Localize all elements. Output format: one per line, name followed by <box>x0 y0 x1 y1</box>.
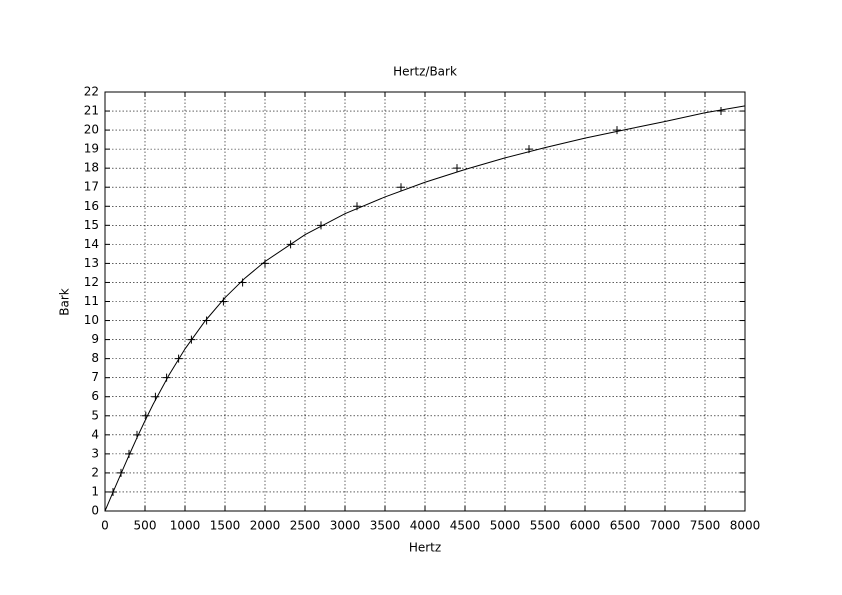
chart-title: Hertz/Bark <box>393 65 457 79</box>
point-marker <box>202 316 211 325</box>
point-marker <box>109 487 117 496</box>
x-tick-label: 8000 <box>730 519 761 533</box>
x-tick-label: 7000 <box>650 519 681 533</box>
x-tick-label: 2500 <box>290 519 321 533</box>
y-tick-label: 12 <box>84 275 99 289</box>
point-marker <box>117 468 125 477</box>
point-marker <box>261 259 269 268</box>
point-marker <box>613 126 621 135</box>
x-tick-label: 1000 <box>170 519 201 533</box>
point-marker <box>174 354 183 363</box>
y-tick-label: 22 <box>84 85 99 99</box>
y-tick-label: 19 <box>84 142 99 156</box>
y-tick-label: 20 <box>84 123 99 137</box>
point-marker <box>141 411 150 420</box>
x-tick-label: 5000 <box>490 519 521 533</box>
y-tick-label: 1 <box>91 484 99 498</box>
y-tick-label: 5 <box>91 408 99 422</box>
point-marker <box>162 373 171 382</box>
point-marker <box>151 392 160 401</box>
y-tick-label: 17 <box>84 180 99 194</box>
y-axis-label: Bark <box>58 288 72 316</box>
y-tick-label: 9 <box>91 332 99 346</box>
x-axis-label: Hertz <box>409 541 441 555</box>
y-tick-label: 7 <box>91 370 99 384</box>
x-tick-label: 3000 <box>330 519 361 533</box>
point-marker <box>717 107 725 116</box>
y-tick-label: 13 <box>84 256 99 270</box>
x-tick-label: 3500 <box>370 519 401 533</box>
y-tick-label: 3 <box>91 446 99 460</box>
x-tick-label: 4500 <box>450 519 481 533</box>
y-tick-label: 21 <box>84 104 99 118</box>
y-tick-label: 18 <box>84 161 99 175</box>
y-tick-label: 4 <box>91 427 99 441</box>
y-tick-label: 8 <box>91 351 99 365</box>
x-tick-label: 0 <box>101 519 109 533</box>
point-marker <box>219 297 228 306</box>
point-marker <box>397 183 405 192</box>
x-tick-label: 500 <box>134 519 157 533</box>
x-tick-label: 1500 <box>210 519 241 533</box>
point-marker <box>525 145 533 154</box>
point-marker <box>286 240 295 249</box>
y-tick-label: 2 <box>91 465 99 479</box>
y-tick-label: 6 <box>91 389 99 403</box>
y-tick-label: 14 <box>84 237 99 251</box>
point-marker <box>353 202 361 211</box>
x-tick-label: 6000 <box>570 519 601 533</box>
point-marker <box>125 449 133 458</box>
point-marker <box>453 164 461 173</box>
x-tick-label: 4000 <box>410 519 441 533</box>
y-tick-label: 10 <box>84 313 99 327</box>
y-tick-label: 11 <box>84 294 99 308</box>
y-tick-label: 15 <box>84 218 99 232</box>
x-tick-label: 6500 <box>610 519 641 533</box>
y-tick-label: 16 <box>84 199 99 213</box>
x-tick-label: 7500 <box>690 519 721 533</box>
point-marker <box>133 430 141 439</box>
y-tick-label: 0 <box>91 504 99 518</box>
point-marker <box>238 278 247 287</box>
point-marker <box>187 335 196 344</box>
x-tick-label: 2000 <box>250 519 281 533</box>
point-marker <box>317 221 325 230</box>
x-tick-label: 5500 <box>530 519 561 533</box>
